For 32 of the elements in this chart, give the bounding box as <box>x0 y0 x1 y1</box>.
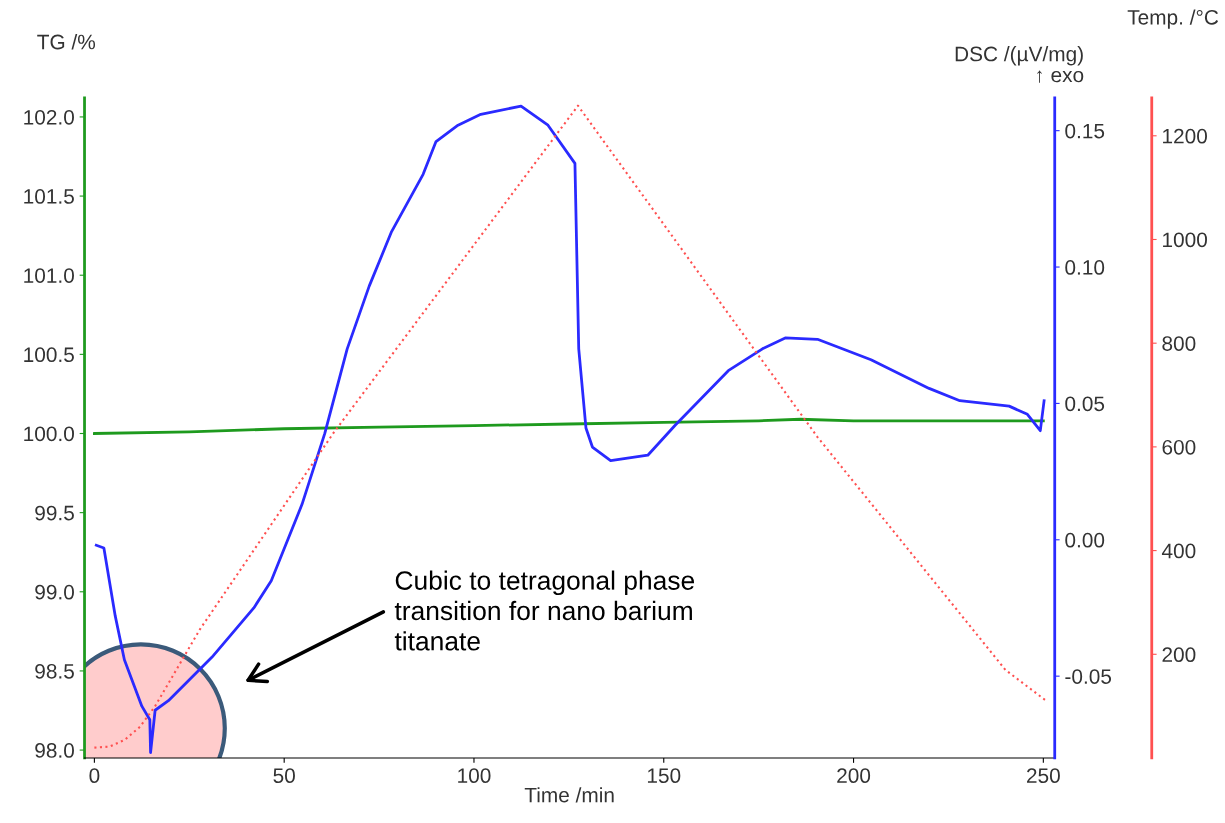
y3-axis-title: Temp. /°C <box>1127 9 1219 29</box>
y3-tick-label: 400 <box>1161 543 1196 559</box>
y3-tick-label: 600 <box>1162 439 1196 455</box>
y-tick-label: 102.0 <box>24 109 74 125</box>
x-tick-label: 200 <box>837 768 871 784</box>
x-tick-label: 250 <box>1027 768 1060 784</box>
y-tick-label: 99.5 <box>35 505 74 521</box>
y2-tick-label: 0.15 <box>1065 123 1105 139</box>
y3-tick-label: 200 <box>1162 647 1196 663</box>
x-tick-label: 100 <box>458 768 491 784</box>
annotation: Cubic to tetragonal phase transition for nano barium titanate <box>394 570 695 651</box>
y2-tick-label: 0.10 <box>1065 260 1105 275</box>
y3-tick-label: 1000 <box>1163 232 1207 248</box>
line-series <box>93 417 1045 435</box>
y3-tick-label: 800 <box>1162 336 1196 351</box>
x-tick-label: 50 <box>273 768 295 784</box>
x-axis-title: Time /min <box>524 787 614 803</box>
y2-tick-label: 0.00 <box>1065 532 1105 548</box>
y-tick-label: 98.5 <box>35 663 74 679</box>
y-tick-label: 99.0 <box>35 584 74 600</box>
y-axis-title: TG /% <box>37 34 96 50</box>
y2-tick-label: -0.05 <box>1065 669 1112 684</box>
y-tick-label: 100.5 <box>24 347 74 363</box>
y2-tick-label: 0.05 <box>1065 396 1105 412</box>
x-tick-label: 0 <box>89 768 100 784</box>
y-tick-label: 98.0 <box>35 743 74 758</box>
y-tick-label: 101.0 <box>24 268 74 283</box>
x-tick-label: 150 <box>647 768 681 784</box>
y-tick-label: 101.5 <box>24 189 74 204</box>
y-tick-label: 100.0 <box>24 426 74 442</box>
y2-axis-title: DSC /(µV/mg) ↑ exo <box>955 46 1084 83</box>
y3-tick-label: 1200 <box>1163 128 1207 144</box>
